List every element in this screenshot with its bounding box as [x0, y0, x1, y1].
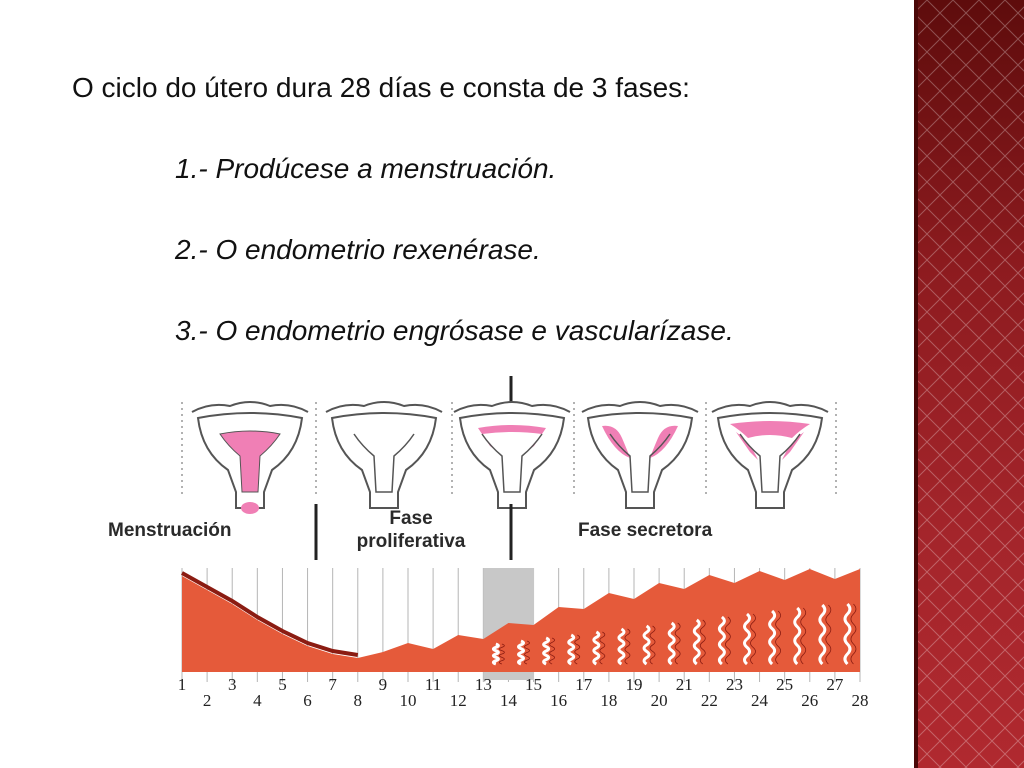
day-label: 10: [400, 691, 417, 710]
uterus-early-secretory-icon: [581, 401, 699, 509]
sidebar-edge: [914, 0, 918, 768]
phase-2-text: 2.- O endometrio rexenérase.: [175, 234, 541, 265]
slide-heading: O ciclo do útero dura 28 días e consta d…: [72, 72, 690, 103]
spiral-artery: [800, 607, 807, 665]
uterus-late-proliferative-icon: [453, 401, 571, 509]
gland: [743, 612, 751, 666]
uterus-early-proliferative-icon: [325, 401, 443, 509]
day-label: 19: [626, 675, 643, 694]
day-label: 24: [751, 691, 769, 710]
day-label: 2: [203, 691, 212, 710]
day-label: 3: [228, 675, 237, 694]
day-label: 9: [379, 675, 388, 694]
uterus-menstruation-icon: [191, 401, 309, 514]
day-labels: 1234567891011121314151617181920212223242…: [178, 675, 869, 710]
gland: [717, 615, 726, 666]
day-label: 15: [525, 675, 542, 694]
gland: [491, 642, 500, 666]
gland: [692, 618, 701, 666]
day-label: 7: [328, 675, 337, 694]
day-label: 13: [475, 675, 492, 694]
gland: [768, 609, 777, 666]
endometrium-profile: [181, 569, 860, 672]
gland: [793, 606, 802, 666]
day-label: 8: [354, 691, 363, 710]
gland: [667, 621, 676, 666]
gland: [843, 602, 852, 666]
day-label: 26: [801, 691, 818, 710]
day-label: 18: [600, 691, 617, 710]
day-label: 6: [303, 691, 312, 710]
label-menstruation: Menstruación: [108, 520, 232, 541]
phase-3-text: 3.- O endometrio engrósase e vascularíza…: [175, 315, 734, 346]
day-label: 4: [253, 691, 262, 710]
label-secretory: Fase secretora: [578, 520, 713, 541]
day-label: 21: [676, 675, 693, 694]
gland: [592, 630, 601, 666]
spiral-artery: [549, 637, 555, 665]
day-label: 1: [178, 675, 187, 694]
gland: [818, 603, 827, 666]
day-label: 22: [701, 691, 718, 710]
day-label: 14: [500, 691, 518, 710]
spiral-artery: [724, 616, 731, 665]
gland: [567, 633, 576, 666]
day-label: 17: [575, 675, 593, 694]
spiral-artery: [850, 603, 857, 665]
day-label: 20: [651, 691, 668, 710]
day-label: 27: [826, 675, 844, 694]
spiral-artery: [624, 628, 631, 665]
spiral-artery: [775, 610, 782, 665]
uterus-separators: [181, 402, 837, 497]
decorative-sidebar: [914, 0, 1024, 768]
menstrual-cycle-diagram: Menstruación Fase proliferativa Fase sec…: [108, 376, 869, 710]
day-label: 28: [852, 691, 869, 710]
day-label: 5: [278, 675, 287, 694]
gland: [642, 624, 651, 666]
day-label: 23: [726, 675, 743, 694]
day-label: 11: [425, 675, 441, 694]
spiral-artery: [750, 613, 756, 665]
spiral-artery: [524, 640, 530, 665]
endometrium-layer: [182, 569, 860, 672]
shedding-edge: [181, 571, 359, 657]
phase-1-text: 1.- Prodúcese a menstruación.: [175, 153, 557, 184]
spiral-artery: [574, 634, 581, 665]
spiral-artery: [599, 631, 606, 665]
gland: [617, 627, 626, 666]
day-label: 25: [776, 675, 793, 694]
spiral-artery: [699, 619, 706, 665]
spiral-artery: [498, 643, 505, 665]
label-proliferative-line1: Fase: [389, 508, 432, 529]
day-label: 12: [450, 691, 467, 710]
uterus-late-secretory-icon: [711, 401, 829, 509]
label-proliferative-line2: proliferativa: [357, 531, 466, 552]
gland: [517, 639, 525, 666]
gland: [542, 636, 551, 666]
spiral-artery: [649, 625, 656, 665]
spiral-artery: [674, 622, 681, 665]
day-label: 16: [550, 691, 567, 710]
spiral-artery: [825, 604, 832, 665]
sidebar-pattern: [914, 0, 1024, 768]
